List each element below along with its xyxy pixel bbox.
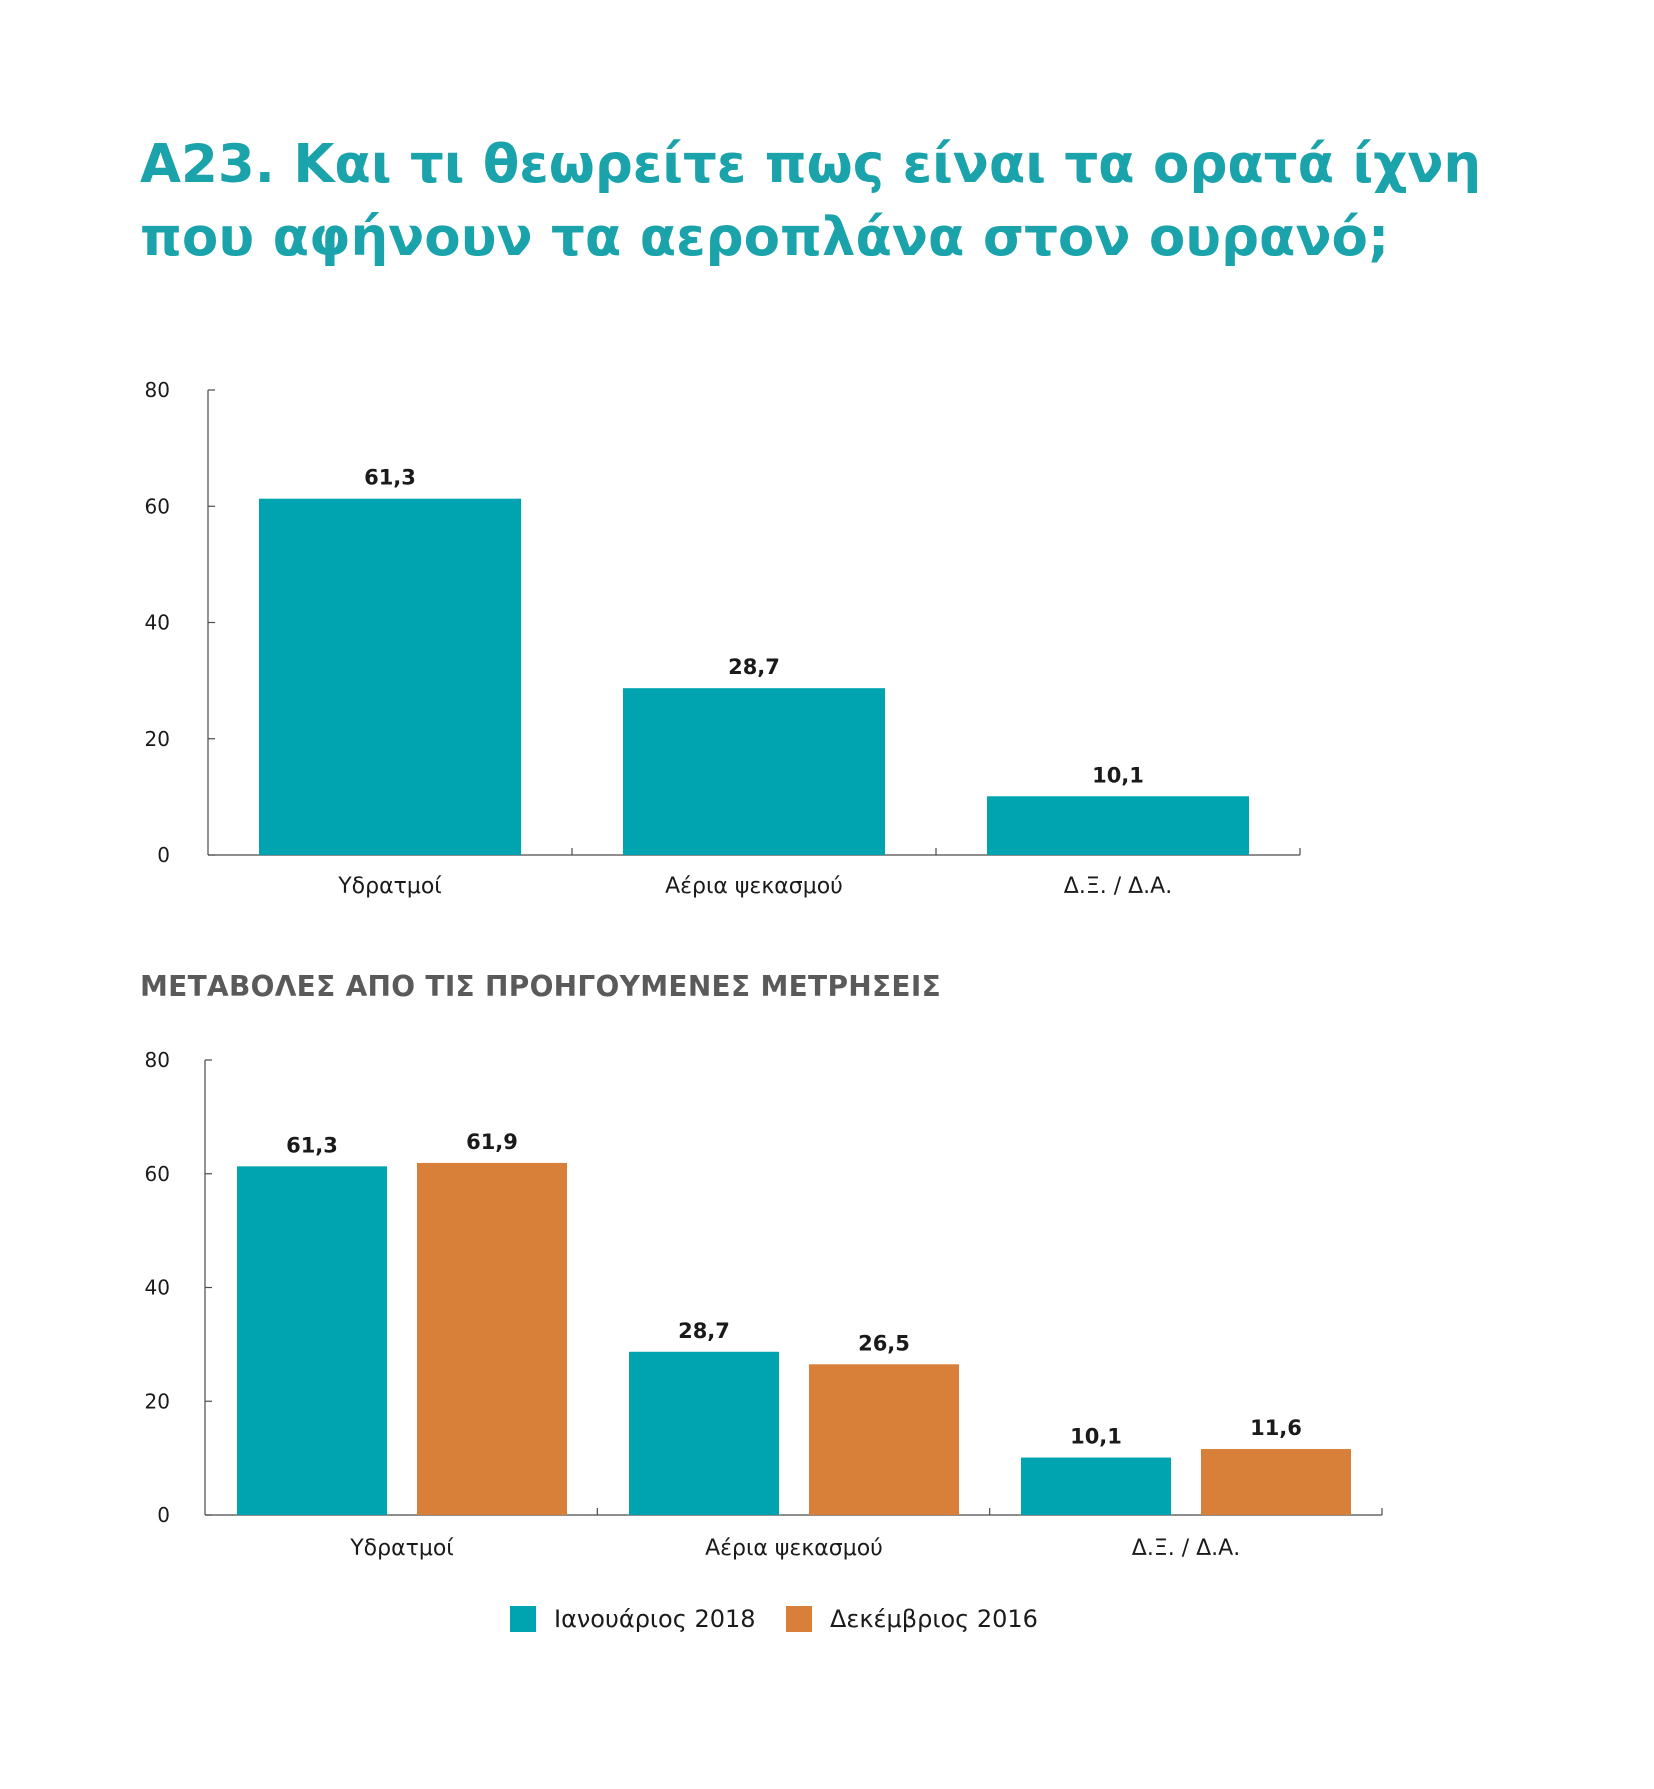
data-label: 61,3: [364, 466, 416, 490]
title-line-2: που αφήνουν τα αεροπλάνα στον ουρανό;: [140, 207, 1390, 268]
chart-current: 0 20 40 60 80 61,3 Υδρατμοί 28,7 Αέρια ψεκασμού 1…: [145, 378, 1301, 899]
bar: [1021, 1457, 1171, 1515]
bar: [809, 1364, 959, 1515]
section-title: ΜΕΤΑΒΟΛΕΣ ΑΠΟ ΤΙΣ ΠΡΟΗΓΟΥΜΕΝΕΣ ΜΕΤΡΗΣΕΙΣ: [140, 970, 942, 1003]
y-tick-label: 20: [145, 727, 170, 751]
y-tick-label: 0: [157, 843, 170, 867]
legend-swatch-2018: [510, 1606, 536, 1632]
legend-swatch-2016: [786, 1606, 812, 1632]
y-tick-label: 0: [157, 1503, 170, 1527]
bar: [629, 1351, 779, 1515]
bar: [623, 688, 885, 855]
data-label: 11,6: [1250, 1416, 1302, 1440]
data-label: 28,7: [728, 655, 780, 679]
legend-item-2016: Δεκέμβριος 2016: [786, 1605, 1038, 1633]
title-line-1: Α23. Και τι θεωρείτε πως είναι τα ορατά …: [140, 134, 1482, 195]
y-tick-label: 20: [145, 1389, 170, 1413]
category-label: Δ.Ξ. / Δ.Α.: [1064, 874, 1172, 899]
legend-label-2018: Ιανουάριος 2018: [554, 1605, 756, 1633]
y-tick-label: 60: [145, 494, 170, 518]
category-label: Αέρια ψεκασμού: [705, 1536, 883, 1561]
y-tick-label: 60: [145, 1162, 170, 1186]
bar: [259, 498, 521, 855]
bar: [1201, 1449, 1351, 1515]
y-tick-label: 40: [145, 611, 170, 635]
legend-item-2018: Ιανουάριος 2018: [510, 1605, 756, 1633]
category-label: Αέρια ψεκασμού: [665, 874, 843, 899]
data-label: 10,1: [1092, 763, 1144, 787]
y-tick-label: 80: [145, 378, 170, 402]
data-label: 28,7: [678, 1319, 730, 1343]
y-tick-label: 80: [145, 1048, 170, 1072]
bar: [987, 796, 1249, 855]
data-label: 10,1: [1070, 1425, 1122, 1449]
data-label: 61,3: [286, 1133, 338, 1157]
category-label: Υδρατμοί: [349, 1536, 454, 1561]
category-label: Υδρατμοί: [337, 874, 442, 899]
y-tick-label: 40: [145, 1276, 170, 1300]
data-label: 61,9: [466, 1130, 518, 1154]
bar: [417, 1162, 567, 1515]
category-label: Δ.Ξ. / Δ.Α.: [1132, 1536, 1240, 1561]
bar: [237, 1166, 387, 1515]
data-label: 26,5: [858, 1331, 910, 1355]
chart-comparison: 0 20 40 60 80 61,3 61,9 Υδρατμοί 28,7 26,5 Αέρια ψ…: [145, 1048, 1383, 1561]
page-title: Α23. Και τι θεωρείτε πως είναι τα ορατά …: [140, 128, 1540, 274]
legend-label-2016: Δεκέμβριος 2016: [830, 1605, 1038, 1633]
legend: Ιανουάριος 2018 Δεκέμβριος 2016: [0, 1605, 1654, 1645]
